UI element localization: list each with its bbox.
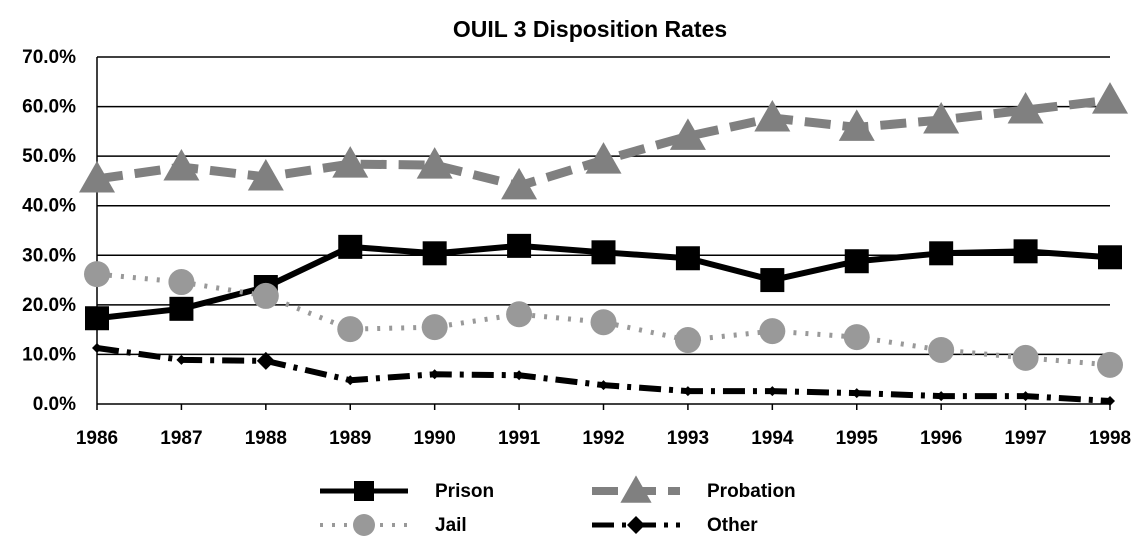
marker [669, 118, 706, 150]
marker [507, 233, 532, 258]
x-tick-label: 1998 [1089, 428, 1131, 449]
marker [176, 354, 187, 365]
chart-title: OUIL 3 Disposition Rates [453, 16, 727, 42]
x-tick-label: 1993 [667, 428, 709, 449]
marker [591, 240, 616, 265]
marker [345, 375, 356, 386]
legend-label: Probation [707, 481, 796, 502]
x-tick-label: 1986 [76, 428, 118, 449]
marker [501, 167, 538, 200]
y-tick-label: 70.0% [22, 47, 76, 68]
marker [844, 249, 869, 274]
marker [928, 336, 955, 363]
marker [759, 318, 786, 345]
marker [256, 351, 275, 370]
x-tick-label: 1989 [329, 428, 371, 449]
y-tick-label: 40.0% [22, 196, 76, 217]
marker [754, 99, 791, 132]
legend-label: Prison [435, 481, 494, 502]
legend-marker [353, 514, 375, 536]
legend-label: Jail [435, 515, 467, 536]
marker [851, 388, 862, 399]
marker [506, 301, 533, 328]
marker [760, 268, 785, 293]
marker [92, 342, 102, 353]
legend-marker [354, 481, 374, 501]
marker [421, 314, 448, 341]
marker [247, 158, 284, 191]
x-tick-label: 1997 [1004, 428, 1046, 449]
x-tick-label: 1988 [245, 428, 287, 449]
marker [843, 324, 870, 351]
marker [85, 306, 109, 331]
marker [79, 160, 115, 193]
marker [598, 380, 609, 391]
marker [1098, 245, 1122, 270]
x-tick-label: 1992 [582, 428, 624, 449]
x-tick-label: 1987 [160, 428, 202, 449]
marker [767, 386, 778, 397]
marker [163, 149, 200, 181]
marker [1007, 92, 1044, 124]
x-tick-label: 1990 [414, 428, 456, 449]
x-tick-label: 1995 [836, 428, 879, 449]
marker [590, 309, 617, 336]
marker [1097, 351, 1123, 378]
marker [332, 146, 369, 178]
marker [1020, 391, 1031, 402]
marker [429, 369, 440, 380]
legend-label: Other [707, 515, 758, 536]
marker [1012, 344, 1039, 371]
marker [84, 261, 110, 288]
marker [838, 109, 875, 141]
x-tick-label: 1991 [498, 428, 541, 449]
marker [682, 386, 693, 397]
marker [169, 296, 194, 321]
marker [338, 234, 363, 259]
x-tick-label: 1994 [751, 428, 794, 449]
marker [337, 316, 364, 343]
marker [514, 370, 525, 381]
marker [1013, 239, 1038, 264]
marker [923, 101, 960, 134]
marker [1092, 82, 1128, 114]
marker [929, 241, 954, 266]
legend-marker [620, 475, 652, 503]
y-tick-label: 0.0% [33, 394, 76, 415]
y-tick-label: 50.0% [22, 146, 76, 167]
series-line [96, 345, 1111, 405]
marker [675, 246, 700, 271]
legend-marker [627, 516, 645, 534]
marker [422, 241, 447, 266]
y-tick-label: 30.0% [22, 245, 76, 266]
marker [674, 327, 701, 354]
marker [585, 142, 622, 174]
y-tick-label: 20.0% [22, 295, 76, 316]
marker [252, 282, 279, 309]
marker [936, 391, 947, 402]
y-tick-label: 60.0% [22, 97, 76, 118]
marker [1105, 396, 1115, 407]
y-tick-label: 10.0% [22, 344, 76, 365]
marker [168, 269, 195, 296]
x-tick-label: 1996 [920, 428, 962, 449]
marker [416, 147, 453, 179]
